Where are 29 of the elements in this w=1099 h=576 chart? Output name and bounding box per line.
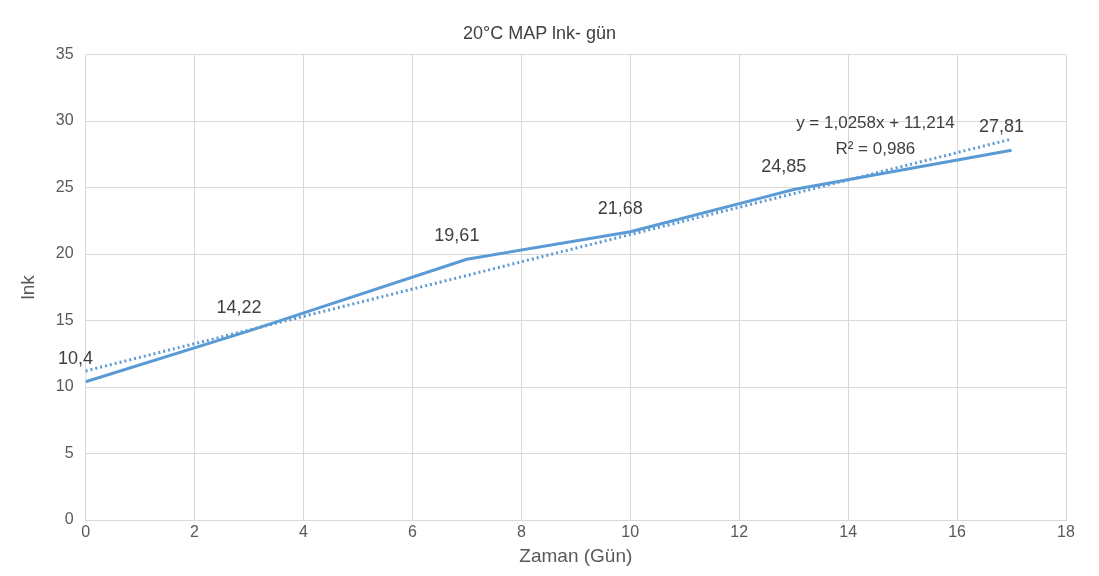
x-tick-label: 2 bbox=[190, 523, 200, 541]
x-tick-label: 18 bbox=[1057, 523, 1075, 541]
data-label: 21,68 bbox=[597, 197, 643, 218]
annotation: R² = 0,986 bbox=[835, 138, 916, 158]
x-tick-label: 12 bbox=[730, 523, 749, 541]
y-tick-label: 30 bbox=[55, 111, 74, 129]
annotation: y = 1,0258x + 11,214 bbox=[796, 112, 955, 132]
x-tick-label: 8 bbox=[516, 523, 526, 541]
x-axis-title: Zaman (Gün) bbox=[519, 544, 633, 566]
y-tick-label: 10 bbox=[55, 377, 74, 395]
x-tick-label: 10 bbox=[621, 523, 640, 541]
x-tick-label: 0 bbox=[81, 523, 91, 541]
y-tick-label: 25 bbox=[55, 177, 74, 195]
x-tick-label: 4 bbox=[299, 523, 309, 541]
y-tick-label: 0 bbox=[64, 510, 74, 528]
y-tick-label: 20 bbox=[55, 244, 74, 262]
y-tick-label: 15 bbox=[55, 310, 74, 328]
data-label: 14,22 bbox=[216, 296, 262, 317]
x-tick-label: 14 bbox=[839, 523, 858, 541]
x-tick-label: 6 bbox=[407, 523, 417, 541]
data-label: 19,61 bbox=[434, 225, 480, 246]
data-label: 24,85 bbox=[761, 155, 807, 176]
y-tick-label: 35 bbox=[55, 45, 74, 63]
data-label: 10,4 bbox=[58, 347, 94, 368]
x-tick-label: 16 bbox=[948, 523, 967, 541]
y-axis-title: lnk bbox=[16, 274, 38, 300]
data-label: 27,81 bbox=[979, 116, 1025, 137]
y-tick-label: 5 bbox=[64, 443, 74, 461]
chart-title: 20°C MAP lnk- gün bbox=[463, 22, 616, 43]
